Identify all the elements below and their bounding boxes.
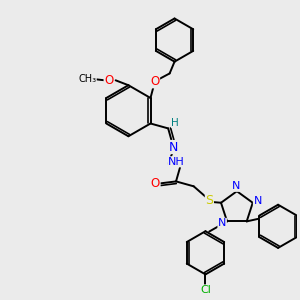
Text: CH₃: CH₃ xyxy=(78,74,96,84)
Text: O: O xyxy=(150,75,160,88)
Text: N: N xyxy=(218,218,226,228)
Text: N: N xyxy=(232,181,240,191)
Text: H: H xyxy=(171,118,179,128)
Text: O: O xyxy=(151,177,160,190)
Text: N: N xyxy=(254,196,262,206)
Text: Cl: Cl xyxy=(200,285,211,295)
Text: N: N xyxy=(168,141,178,154)
Text: S: S xyxy=(206,194,213,207)
Text: NH: NH xyxy=(168,157,184,167)
Text: O: O xyxy=(104,74,113,87)
